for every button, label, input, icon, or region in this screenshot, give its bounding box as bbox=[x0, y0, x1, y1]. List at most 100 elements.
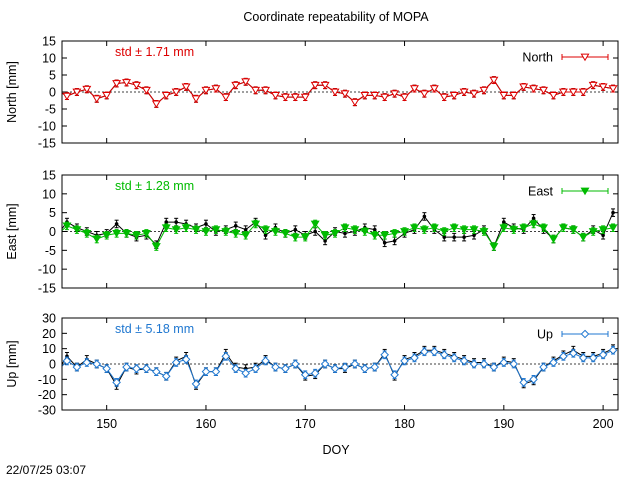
point-east-25 bbox=[300, 233, 310, 242]
point-north-10 bbox=[151, 100, 161, 109]
black-point-east-39 bbox=[442, 235, 447, 239]
point-east-7 bbox=[122, 230, 132, 238]
point-east-32 bbox=[370, 231, 380, 240]
point-up-16 bbox=[211, 367, 221, 376]
point-up-56 bbox=[608, 345, 618, 355]
point-east-24 bbox=[290, 233, 300, 242]
point-north-48 bbox=[529, 85, 539, 93]
point-up-43 bbox=[479, 359, 489, 369]
point-north-11 bbox=[161, 92, 171, 100]
black-point-east-12 bbox=[174, 220, 178, 224]
black-point-east-40 bbox=[452, 235, 456, 239]
point-up-24 bbox=[291, 359, 300, 369]
point-up-32 bbox=[370, 362, 380, 372]
point-east-8 bbox=[131, 231, 141, 240]
point-east-48 bbox=[529, 220, 539, 229]
point-up-34 bbox=[390, 370, 399, 380]
point-east-26 bbox=[310, 220, 320, 229]
point-north-6 bbox=[112, 80, 122, 88]
point-up-21 bbox=[261, 356, 270, 366]
point-north-21 bbox=[261, 86, 271, 95]
point-north-8 bbox=[131, 81, 141, 90]
point-east-35 bbox=[400, 228, 410, 236]
black-point-east-48 bbox=[531, 216, 536, 221]
point-east-22 bbox=[270, 228, 280, 236]
point-east-6 bbox=[112, 230, 122, 238]
point-east-36 bbox=[409, 224, 419, 232]
ylabel-north: North [mm] bbox=[5, 61, 19, 123]
point-north-34 bbox=[390, 90, 400, 98]
legend-label-east: East bbox=[528, 185, 554, 199]
legend-label-up: Up bbox=[537, 328, 553, 342]
point-up-10 bbox=[152, 367, 161, 376]
point-up-53 bbox=[578, 353, 588, 363]
point-up-1 bbox=[62, 356, 72, 366]
x-axis-label: DOY bbox=[322, 443, 350, 457]
point-north-47 bbox=[519, 83, 529, 92]
point-up-45 bbox=[499, 358, 509, 367]
point-up-49 bbox=[539, 362, 548, 372]
point-up-25 bbox=[300, 370, 310, 380]
black-point-east-29 bbox=[343, 231, 347, 236]
point-north-29 bbox=[340, 90, 350, 98]
point-up-14 bbox=[191, 379, 201, 389]
point-up-30 bbox=[350, 359, 360, 369]
point-north-5 bbox=[102, 92, 112, 100]
ytick-label-north-2: -5 bbox=[45, 103, 56, 117]
ytick-label-up-5: 20 bbox=[42, 327, 56, 341]
ytick-label-east-3: 0 bbox=[49, 225, 56, 239]
point-up-2 bbox=[72, 362, 82, 372]
ytick-label-east-0: -15 bbox=[38, 282, 56, 296]
point-up-55 bbox=[598, 350, 608, 360]
point-east-23 bbox=[280, 230, 290, 238]
point-north-55 bbox=[598, 83, 608, 92]
point-north-14 bbox=[191, 95, 201, 104]
point-east-13 bbox=[181, 224, 191, 232]
point-east-38 bbox=[429, 224, 439, 232]
black-point-east-18 bbox=[233, 224, 238, 228]
point-east-51 bbox=[558, 224, 568, 232]
point-up-9 bbox=[142, 364, 151, 373]
point-east-41 bbox=[459, 226, 469, 234]
point-north-32 bbox=[370, 92, 380, 100]
std-label-north: std ± 1.71 mm bbox=[115, 45, 194, 59]
point-east-45 bbox=[499, 224, 509, 232]
ytick-label-north-6: 15 bbox=[42, 35, 56, 49]
black-point-east-19 bbox=[243, 227, 248, 232]
point-north-19 bbox=[241, 78, 251, 87]
point-north-26 bbox=[310, 81, 320, 90]
legend-marker-up bbox=[580, 329, 590, 339]
point-north-25 bbox=[300, 93, 310, 102]
ytick-label-east-2: -5 bbox=[45, 244, 56, 258]
black-point-east-32 bbox=[372, 227, 377, 232]
point-east-4 bbox=[92, 235, 102, 244]
xtick-label-3: 180 bbox=[394, 417, 415, 431]
black-point-east-41 bbox=[462, 235, 466, 239]
point-up-29 bbox=[340, 362, 350, 372]
black-point-east-26 bbox=[313, 229, 317, 234]
point-up-35 bbox=[400, 356, 409, 366]
point-north-52 bbox=[568, 88, 578, 97]
point-up-46 bbox=[509, 359, 519, 369]
point-north-39 bbox=[439, 93, 449, 102]
point-up-17 bbox=[221, 352, 231, 361]
chart-panels: -15 -10 -5 0 5 10 15 North [mm] std ± 1.71 mm Nor… bbox=[5, 35, 619, 431]
point-east-43 bbox=[479, 228, 489, 236]
point-north-22 bbox=[270, 92, 280, 100]
black-point-east-6 bbox=[114, 222, 119, 226]
point-east-55 bbox=[598, 226, 608, 234]
point-east-31 bbox=[360, 228, 370, 236]
xtick-label-0: 150 bbox=[96, 417, 117, 431]
ytick-label-up-1: -20 bbox=[38, 388, 56, 402]
xtick-label-1: 160 bbox=[196, 417, 217, 431]
frame-up bbox=[61, 317, 619, 411]
point-east-29 bbox=[340, 224, 350, 232]
point-east-50 bbox=[548, 235, 558, 244]
black-point-east-42 bbox=[472, 233, 476, 238]
point-east-47 bbox=[519, 224, 529, 232]
point-up-3 bbox=[82, 358, 92, 367]
point-north-9 bbox=[141, 86, 151, 95]
point-east-12 bbox=[171, 226, 181, 234]
ytick-label-up-6: 30 bbox=[42, 312, 56, 326]
point-north-44 bbox=[489, 76, 499, 85]
